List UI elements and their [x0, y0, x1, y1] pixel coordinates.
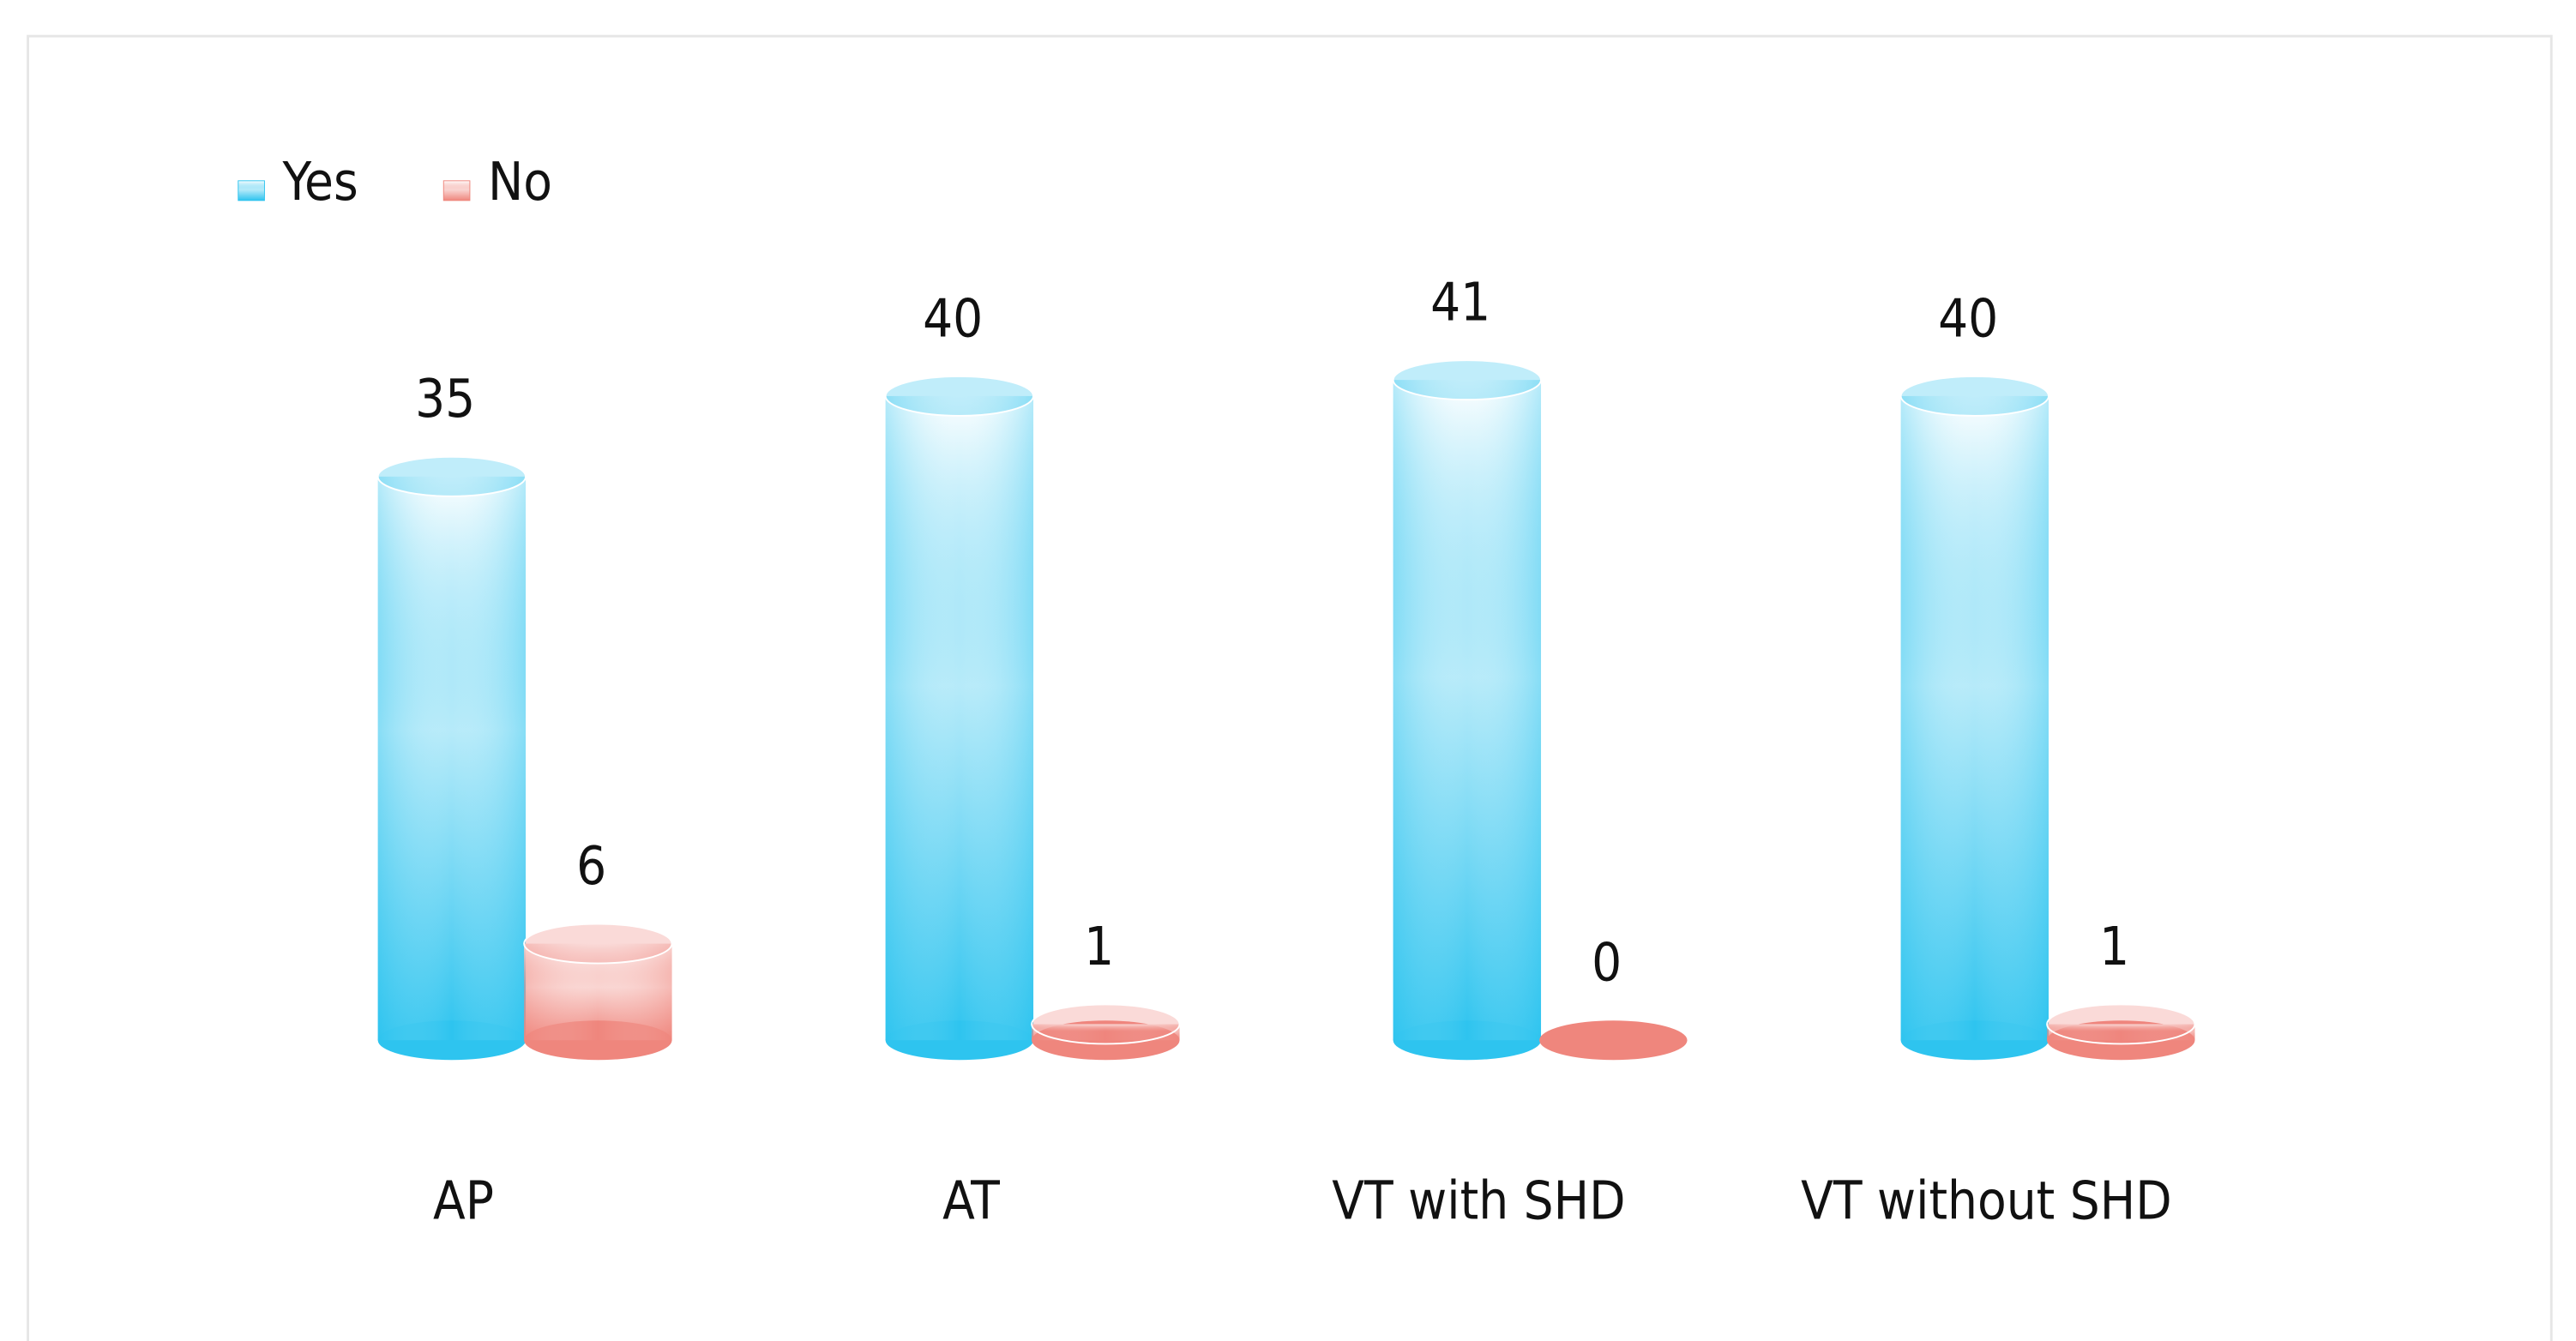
bar-top: [2046, 1003, 2196, 1045]
bar: [1031, 1003, 1181, 1061]
bar-top: [1031, 1003, 1181, 1045]
bar: [376, 455, 527, 1061]
x-tick-label: AP: [433, 1171, 494, 1232]
data-label: 40: [1938, 288, 1998, 349]
data-label: 1: [2099, 917, 2129, 977]
data-label: 0: [1592, 933, 1622, 994]
bar-top: [1899, 375, 2049, 417]
bar: [2046, 1003, 2196, 1061]
legend-label: Yes: [282, 152, 358, 213]
bar: [523, 923, 673, 1061]
data-label: 35: [415, 369, 475, 430]
bar: [1539, 1020, 1688, 1061]
bar-top: [884, 375, 1035, 417]
data-label: 40: [923, 288, 983, 349]
bar-shade: [524, 943, 672, 1041]
bar: [884, 375, 1035, 1061]
bar-shade: [2047, 1024, 2195, 1041]
bar-shade: [1393, 380, 1542, 1041]
x-tick-label: VT with SHD: [1332, 1171, 1625, 1232]
x-tick-label: VT without SHD: [1801, 1171, 2172, 1232]
bar-shade: [377, 476, 527, 1041]
data-label: 6: [576, 836, 606, 897]
bar-shade: [1032, 1024, 1180, 1041]
bar-shade: [885, 395, 1034, 1041]
bar: [1392, 359, 1542, 1061]
data-label: 41: [1430, 272, 1490, 333]
bar-shade: [1900, 395, 2049, 1041]
data-label: 1: [1084, 917, 1114, 977]
bar: [1899, 375, 2049, 1061]
bar-top: [523, 923, 673, 965]
bar-top: [376, 455, 527, 497]
legend-swatch: [238, 180, 265, 201]
legend-label: No: [488, 152, 552, 213]
bar-top: [1539, 1020, 1688, 1061]
legend-swatch: [442, 180, 471, 201]
x-tick-label: AT: [942, 1171, 1000, 1232]
bar-top: [1392, 359, 1542, 401]
